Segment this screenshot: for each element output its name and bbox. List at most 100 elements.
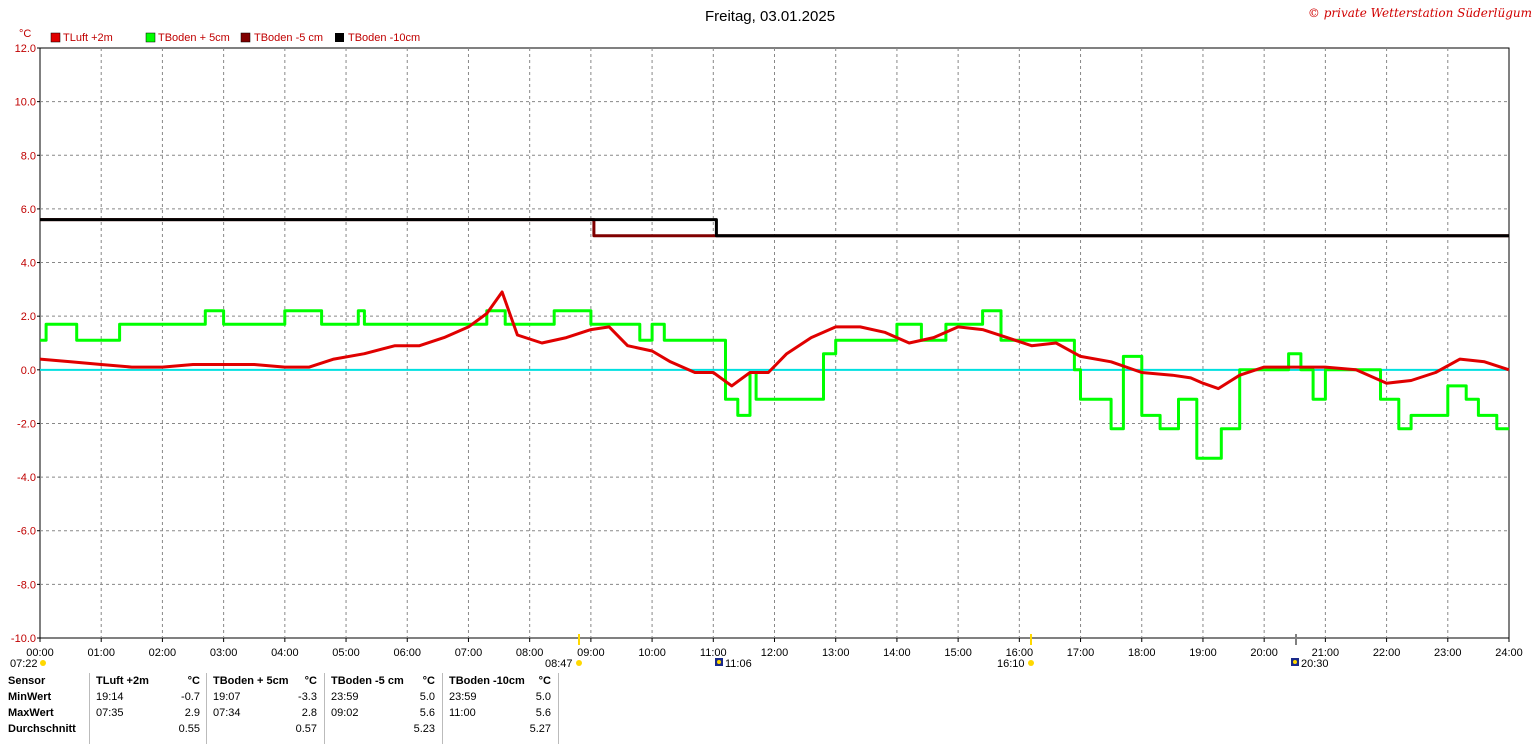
x-tick-label: 13:00: [822, 647, 850, 659]
x-tick-label: 21:00: [1312, 647, 1340, 659]
stats-time: 19:14: [96, 691, 124, 703]
x-tick-label: 02:00: [149, 647, 177, 659]
stats-time: 07:35: [96, 707, 124, 719]
x-tick-label: 05:00: [332, 647, 360, 659]
stats-row-max: MaxWert: [8, 707, 54, 719]
stats-col-tboden-minus10: TBoden -10cm °C 23:59 5.0 11:00 5.6 5.27: [449, 673, 551, 737]
sunrise-icon: [40, 660, 46, 666]
y-tick-label: 10.0: [15, 97, 36, 109]
grid: [40, 48, 1509, 638]
stats-header-tboden-plus5-unit: °C: [304, 675, 317, 687]
y-tick-label: -4.0: [17, 472, 36, 484]
event-markers: 07:22 08:47 11:06 16:10 20:30: [10, 634, 1329, 670]
x-tick-label: 18:00: [1128, 647, 1156, 659]
stats-col-tboden-minus5: TBoden -5 cm °C 23:59 5.0 09:02 5.6 5.23: [331, 673, 435, 737]
x-tick-label: 06:00: [393, 647, 421, 659]
moonrise-time: 11:06: [725, 658, 752, 670]
stats-value: 5.6: [419, 707, 435, 719]
x-tick-label: 10:00: [638, 647, 666, 659]
stats-col-tluft: TLuft +2m °C 19:14 -0.7 07:35 2.9 0.55: [96, 673, 200, 737]
stats-header-tboden-minus5-name: TBoden -5 cm: [331, 675, 404, 687]
x-axis: 00:00 01:00 02:00 03:00 04:00 05:00 06:00 07:00…: [26, 638, 1523, 659]
stats-value: 5.6: [535, 707, 551, 719]
stats-header-tboden-minus5-unit: °C: [422, 675, 435, 687]
stats-value: 5.0: [535, 691, 551, 703]
stats-divider: [558, 673, 559, 744]
stats-divider: [89, 673, 90, 744]
legend-label-tboden-minus10: TBoden -10cm: [348, 32, 420, 44]
stats-cell: 19:07 -3.3: [213, 689, 317, 705]
x-tick-label: 15:00: [944, 647, 972, 659]
x-tick-label: 12:00: [761, 647, 789, 659]
x-tick-label: 20:00: [1250, 647, 1278, 659]
x-tick-label: 08:00: [516, 647, 544, 659]
x-tick-label: 17:00: [1067, 647, 1095, 659]
y-tick-label: -2.0: [17, 418, 36, 430]
stats-row-min: MinWert: [8, 691, 52, 703]
stats-value: 2.9: [184, 707, 200, 719]
morning-time: 08:47: [545, 658, 573, 670]
legend: TLuft +2m TBoden + 5cm TBoden -5 cm TBod…: [50, 32, 420, 44]
y-tick-label: 8.0: [21, 150, 36, 162]
legend-label-tluft: TLuft +2m: [63, 32, 113, 44]
stats-header-tboden-minus10-unit: °C: [538, 675, 551, 687]
x-tick-label: 24:00: [1495, 647, 1523, 659]
y-tick-label: 0.0: [21, 365, 36, 377]
stats-value: -3.3: [298, 691, 317, 703]
stats-divider: [442, 673, 443, 744]
y-tick-label: 4.0: [21, 258, 36, 270]
stats-header-tluft: TLuft +2m °C: [96, 673, 200, 689]
stats-cell: 5.23: [331, 721, 435, 737]
data-series: [39, 218, 1510, 460]
x-tick-label: 07:00: [455, 647, 483, 659]
stats-time: 23:59: [331, 691, 359, 703]
stats-time: 09:02: [331, 707, 359, 719]
y-tick-label: -8.0: [17, 579, 36, 591]
sun-icon: [576, 660, 582, 666]
stats-cell: 5.27: [449, 721, 551, 737]
x-tick-label: 16:00: [1006, 647, 1034, 659]
moonset-time: 20:30: [1301, 658, 1329, 670]
stats-divider: [206, 673, 207, 744]
x-tick-label: 19:00: [1189, 647, 1217, 659]
series-line-tluft: [39, 290, 1510, 391]
stats-cell: 07:34 2.8: [213, 705, 317, 721]
stats-value: -0.7: [181, 691, 200, 703]
chart-title: Freitag, 03.01.2025: [705, 8, 835, 25]
stats-header-tboden-minus10-name: TBoden -10cm: [449, 675, 525, 687]
temperature-chart: Freitag, 03.01.2025 © private Wetterstat…: [10, 6, 1532, 670]
stats-cell: 19:14 -0.7: [96, 689, 200, 705]
x-tick-label: 09:00: [577, 647, 605, 659]
x-tick-label: 01:00: [87, 647, 115, 659]
legend-swatch-tboden-plus5: [145, 32, 156, 43]
series-line-tboden-minus10: [40, 218, 1509, 238]
stats-value: 0.55: [178, 723, 200, 735]
stats-col-sensor: Sensor MinWert MaxWert Durchschnitt: [8, 673, 88, 737]
stats-header-tboden-minus5: TBoden -5 cm °C: [331, 673, 435, 689]
stats-value: 0.57: [295, 723, 317, 735]
moonrise-icon-crescent: [717, 660, 721, 664]
moonset-icon-crescent: [1293, 660, 1297, 664]
y-tick-label: 2.0: [21, 311, 36, 323]
stats-cell: 11:00 5.6: [449, 705, 551, 721]
stats-time: 07:34: [213, 707, 241, 719]
stats-cell: 0.55: [96, 721, 200, 737]
stats-header-sensor: Sensor: [8, 675, 46, 687]
stats-row-avg: Durchschnitt: [8, 723, 76, 735]
stats-col-tboden-plus5: TBoden + 5cm °C 19:07 -3.3 07:34 2.8 0.57: [213, 673, 317, 737]
stats-divider: [324, 673, 325, 744]
stats-header-tluft-unit: °C: [187, 675, 200, 687]
stats-header-tboden-minus10: TBoden -10cm °C: [449, 673, 551, 689]
stats-time: 11:00: [449, 707, 476, 719]
stats-value: 5.23: [413, 723, 435, 735]
stats-header-tboden-plus5-name: TBoden + 5cm: [213, 675, 289, 687]
legend-label-tboden-plus5: TBoden + 5cm: [158, 32, 230, 44]
stats-cell: 23:59 5.0: [331, 689, 435, 705]
x-tick-label: 04:00: [271, 647, 299, 659]
y-unit-label: °C: [19, 28, 31, 40]
stats-time: 23:59: [449, 691, 477, 703]
stats-cell: 23:59 5.0: [449, 689, 551, 705]
y-tick-label: 6.0: [21, 204, 36, 216]
y-tick-label: 12.0: [15, 43, 36, 55]
x-tick-label: 11:00: [700, 647, 727, 659]
